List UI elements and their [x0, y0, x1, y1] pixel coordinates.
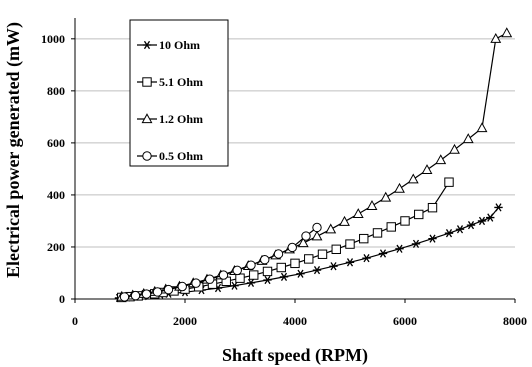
data-point-circle [218, 270, 229, 280]
data-point-asterisk [329, 262, 338, 271]
data-point-square [290, 258, 300, 269]
data-point-asterisk [395, 244, 404, 253]
y-tick-labels: 0 200 400 600 800 1000 [41, 32, 65, 306]
data-point-square [414, 209, 424, 220]
data-point-triangle [325, 223, 337, 234]
series-line [118, 207, 499, 299]
y-tick-label: 1000 [41, 32, 65, 46]
data-point-asterisk [345, 258, 355, 267]
data-point-circle [246, 260, 256, 270]
data-point-asterisk [362, 254, 371, 263]
data-point-triangle [311, 230, 323, 241]
data-point-triangle [449, 143, 460, 154]
legend-marker-asterisk [142, 40, 152, 50]
data-point-asterisk [411, 239, 421, 248]
data-point-square [359, 233, 369, 244]
y-tick-label: 800 [47, 84, 65, 98]
data-point-asterisk [230, 281, 239, 290]
data-point-triangle [394, 182, 405, 193]
data-point-square [331, 244, 341, 255]
legend-label: 0.5 Ohm [159, 149, 203, 163]
data-point-square [400, 216, 410, 226]
x-tick-label: 4000 [283, 314, 307, 328]
data-point-circle [287, 242, 297, 253]
data-point-triangle [476, 122, 488, 133]
data-point-square [427, 202, 438, 213]
x-tick-label: 0 [72, 314, 78, 328]
data-point-circle [141, 289, 152, 299]
y-axis-title: Electrical power generated (mW) [3, 22, 24, 278]
legend-label: 5.1 Ohm [159, 75, 203, 89]
data-point-asterisk [494, 203, 503, 212]
data-point-asterisk [296, 269, 305, 278]
data-point-asterisk [444, 229, 454, 238]
data-point-triangle [435, 154, 447, 165]
data-point-asterisk [428, 234, 437, 243]
data-point-square [317, 249, 328, 259]
legend-marker-triangle [141, 113, 153, 124]
x-tick-label: 2000 [173, 314, 197, 328]
data-point-circle [312, 222, 322, 233]
data-point-circle [152, 287, 163, 297]
data-point-asterisk [378, 249, 388, 258]
data-point-square [235, 273, 245, 283]
data-point-asterisk [263, 275, 272, 285]
data-point-triangle [407, 173, 419, 184]
data-point-asterisk [486, 213, 495, 222]
data-point-triangle [339, 215, 350, 226]
data-point-asterisk [246, 278, 256, 288]
legend: 10 Ohm 5.1 Ohm 1.2 Ohm 0.5 Ohm [129, 19, 229, 167]
legend-label: 10 Ohm [159, 38, 200, 52]
data-point-triangle [490, 32, 502, 43]
x-axis-title: Shaft speed (RPM) [222, 345, 368, 366]
data-point-triangle [366, 200, 378, 210]
series-0-5-ohm [119, 222, 322, 302]
legend-marker-square [142, 77, 152, 87]
data-point-circle [130, 290, 141, 301]
x-tick-label: 6000 [393, 314, 417, 328]
data-point-square [304, 254, 314, 264]
data-point-triangle [297, 237, 309, 248]
legend-marker-circle [142, 151, 152, 161]
data-point-square [372, 228, 383, 238]
data-point-circle [163, 284, 174, 295]
y-tick-label: 200 [47, 240, 65, 254]
data-point-asterisk [455, 225, 465, 234]
y-tick-label: 0 [59, 292, 65, 306]
y-tick-label: 600 [47, 136, 65, 150]
data-point-circle [273, 249, 284, 259]
data-point-square [249, 270, 259, 280]
data-point-circle [232, 265, 242, 276]
y-tick-label: 400 [47, 188, 65, 202]
legend-label: 1.2 Ohm [159, 112, 203, 126]
data-point-triangle [421, 164, 433, 175]
series-5-1-ohm [117, 177, 454, 303]
plot-area [114, 27, 513, 303]
data-point-asterisk [312, 265, 322, 275]
x-tick-label: 8000 [503, 314, 527, 328]
data-point-square [386, 222, 396, 232]
series-line [124, 226, 318, 298]
data-point-asterisk [279, 272, 289, 282]
data-point-square [345, 239, 355, 249]
data-point-circle [205, 274, 215, 284]
data-point-circle [191, 278, 201, 288]
x-tick-labels: 0 2000 4000 6000 8000 [72, 314, 527, 328]
data-point-triangle [352, 208, 364, 219]
data-point-triangle [462, 133, 474, 144]
data-point-circle [177, 281, 187, 292]
data-point-circle [119, 292, 130, 302]
data-point-asterisk [466, 220, 476, 230]
data-point-square [262, 266, 273, 277]
data-point-circle [260, 255, 270, 265]
data-point-triangle [501, 27, 513, 38]
data-point-square [276, 262, 286, 273]
data-point-asterisk [477, 216, 487, 226]
data-point-triangle [380, 191, 392, 202]
data-point-circle [301, 231, 311, 241]
data-point-square [444, 177, 454, 187]
